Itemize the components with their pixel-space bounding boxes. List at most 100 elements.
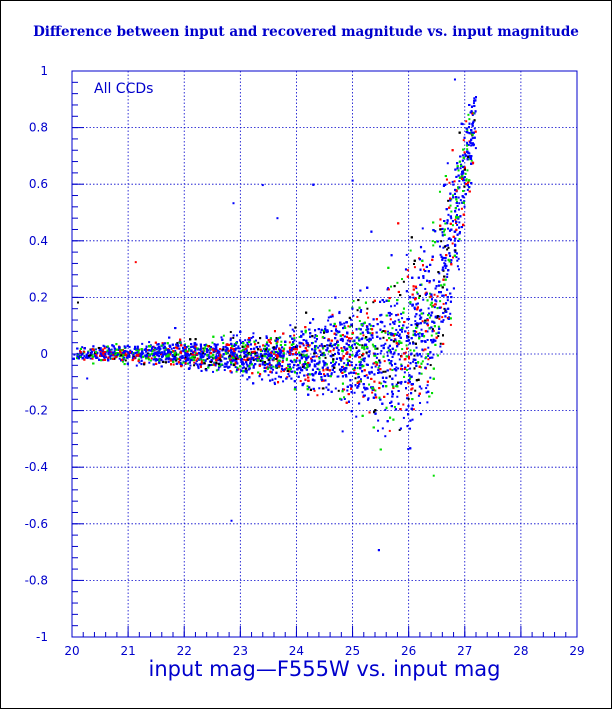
- scatter-point: [409, 427, 412, 430]
- scatter-point: [344, 369, 347, 372]
- scatter-point: [298, 335, 301, 338]
- scatter-point: [472, 102, 475, 105]
- scatter-point: [338, 310, 341, 313]
- scatter-point: [366, 307, 369, 310]
- scatter-point: [277, 375, 280, 378]
- scatter-point: [258, 345, 261, 348]
- scatter-point: [423, 268, 426, 271]
- scatter-point: [275, 345, 278, 348]
- scatter-point: [349, 349, 352, 352]
- scatter-point: [349, 318, 352, 321]
- scatter-point: [463, 205, 466, 208]
- scatter-point: [458, 202, 461, 205]
- scatter-point: [318, 368, 321, 371]
- scatter-point: [127, 352, 130, 355]
- scatter-point: [390, 285, 393, 288]
- scatter-point: [279, 356, 282, 359]
- scatter-point: [436, 295, 439, 298]
- scatter-point: [214, 364, 217, 367]
- scatter-point: [220, 336, 223, 339]
- scatter-point: [230, 519, 233, 522]
- scatter-point: [418, 314, 421, 317]
- scatter-point: [153, 349, 156, 352]
- scatter-point: [212, 350, 215, 353]
- scatter-point: [275, 344, 278, 347]
- scatter-point: [83, 355, 86, 358]
- scatter-point: [343, 396, 346, 399]
- scatter-point: [391, 368, 394, 371]
- scatter-point: [86, 377, 89, 380]
- scatter-point: [384, 408, 387, 411]
- scatter-point: [464, 153, 467, 156]
- scatter-point: [425, 391, 428, 394]
- scatter-point: [369, 327, 372, 330]
- scatter-point: [354, 354, 357, 357]
- scatter-point: [117, 348, 120, 351]
- scatter-point: [157, 358, 160, 361]
- scatter-point: [440, 306, 443, 309]
- scatter-point: [267, 374, 270, 377]
- scatter-point: [324, 329, 327, 332]
- scatter-point: [132, 351, 135, 354]
- scatter-point: [328, 309, 331, 312]
- scatter-point: [412, 296, 415, 299]
- scatter-point: [371, 391, 374, 394]
- scatter-point: [279, 336, 282, 339]
- scatter-point: [456, 259, 459, 262]
- scatter-point: [223, 369, 226, 372]
- scatter-point: [337, 389, 340, 392]
- scatter-point: [94, 353, 97, 356]
- scatter-point: [244, 339, 247, 342]
- scatter-point: [219, 360, 222, 363]
- scatter-point: [457, 268, 460, 271]
- scatter-point: [443, 262, 446, 265]
- scatter-point: [189, 364, 192, 367]
- scatter-point: [157, 343, 160, 346]
- scatter-point: [146, 349, 149, 352]
- scatter-point: [125, 350, 128, 353]
- scatter-point: [387, 330, 390, 333]
- scatter-point: [380, 371, 383, 374]
- scatter-point: [409, 249, 412, 252]
- scatter-point: [381, 427, 384, 430]
- scatter-point: [393, 405, 396, 408]
- scatter-point: [288, 370, 291, 373]
- scatter-point: [337, 331, 340, 334]
- scatter-point: [402, 403, 405, 406]
- scatter-point: [385, 339, 388, 342]
- scatter-point: [348, 372, 351, 375]
- scatter-point: [322, 393, 325, 396]
- scatter-point: [149, 359, 152, 362]
- scatter-point: [103, 345, 106, 348]
- scatter-point: [224, 350, 227, 353]
- scatter-point: [400, 312, 403, 315]
- scatter-point: [187, 349, 190, 352]
- scatter-point: [168, 350, 171, 353]
- scatter-point: [429, 376, 432, 379]
- scatter-point: [429, 364, 432, 367]
- scatter-point: [420, 333, 423, 336]
- scatter-point: [179, 361, 182, 364]
- scatter-point: [398, 428, 401, 431]
- scatter-point: [233, 347, 236, 350]
- scatter-point: [443, 307, 446, 310]
- scatter-point: [343, 325, 346, 328]
- scatter-point: [323, 354, 326, 357]
- scatter-point: [281, 359, 284, 362]
- scatter-point: [315, 355, 318, 358]
- scatter-point: [386, 351, 389, 354]
- scatter-point: [320, 343, 323, 346]
- scatter-point: [458, 238, 461, 241]
- scatter-point: [401, 278, 404, 281]
- scatter-point: [413, 266, 416, 269]
- scatter-point: [439, 345, 442, 348]
- scatter-point: [432, 353, 435, 356]
- scatter-point: [462, 171, 465, 174]
- scatter-point: [380, 313, 383, 316]
- scatter-point: [420, 372, 423, 375]
- scatter-point: [384, 435, 387, 438]
- scatter-point: [390, 313, 393, 316]
- scatter-point: [427, 346, 430, 349]
- scatter-point: [184, 351, 187, 354]
- scatter-point: [235, 354, 238, 357]
